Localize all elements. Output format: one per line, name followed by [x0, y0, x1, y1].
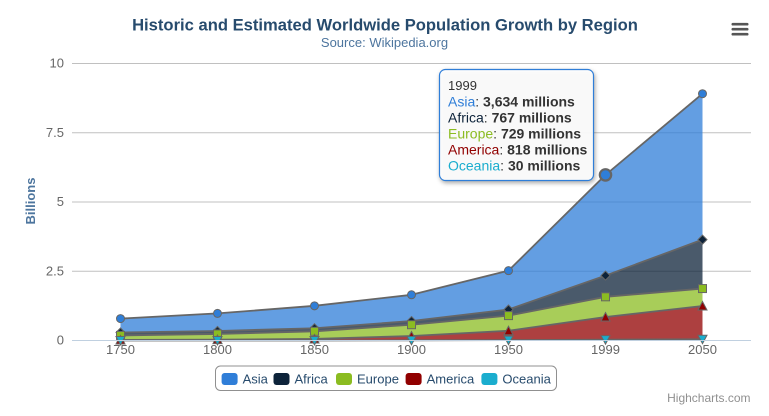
svg-text:Billions: Billions — [23, 178, 38, 225]
svg-text:1900: 1900 — [397, 342, 426, 357]
svg-text:America: 818 millions: America: 818 millions — [448, 141, 587, 157]
svg-text:America: America — [427, 372, 475, 387]
svg-text:Highcharts.com: Highcharts.com — [667, 391, 750, 405]
svg-text:Historic and Estimated Worldwi: Historic and Estimated Worldwide Populat… — [132, 16, 638, 35]
svg-text:7.5: 7.5 — [46, 125, 64, 140]
svg-text:5: 5 — [57, 194, 64, 209]
svg-text:Africa: Africa — [295, 372, 329, 387]
svg-text:Europe: Europe — [357, 372, 399, 387]
svg-text:Africa: 767 millions: Africa: 767 millions — [448, 109, 572, 125]
svg-text:2.5: 2.5 — [46, 263, 64, 278]
svg-text:1850: 1850 — [300, 342, 329, 357]
svg-text:2050: 2050 — [688, 342, 717, 357]
svg-text:Oceania: Oceania — [502, 372, 551, 387]
svg-text:1999: 1999 — [591, 342, 620, 357]
svg-text:Asia: 3,634 millions: Asia: 3,634 millions — [448, 93, 575, 109]
svg-text:1950: 1950 — [494, 342, 523, 357]
svg-text:1800: 1800 — [203, 342, 232, 357]
svg-text:Source: Wikipedia.org: Source: Wikipedia.org — [321, 35, 448, 50]
svg-text:Oceania: 30 millions: Oceania: 30 millions — [448, 157, 581, 173]
svg-text:0: 0 — [57, 333, 64, 348]
svg-text:1999: 1999 — [448, 78, 477, 93]
svg-text:Europe: 729 millions: Europe: 729 millions — [448, 125, 581, 141]
svg-text:1750: 1750 — [106, 342, 135, 357]
svg-text:Asia: Asia — [243, 372, 269, 387]
svg-text:10: 10 — [50, 56, 64, 71]
